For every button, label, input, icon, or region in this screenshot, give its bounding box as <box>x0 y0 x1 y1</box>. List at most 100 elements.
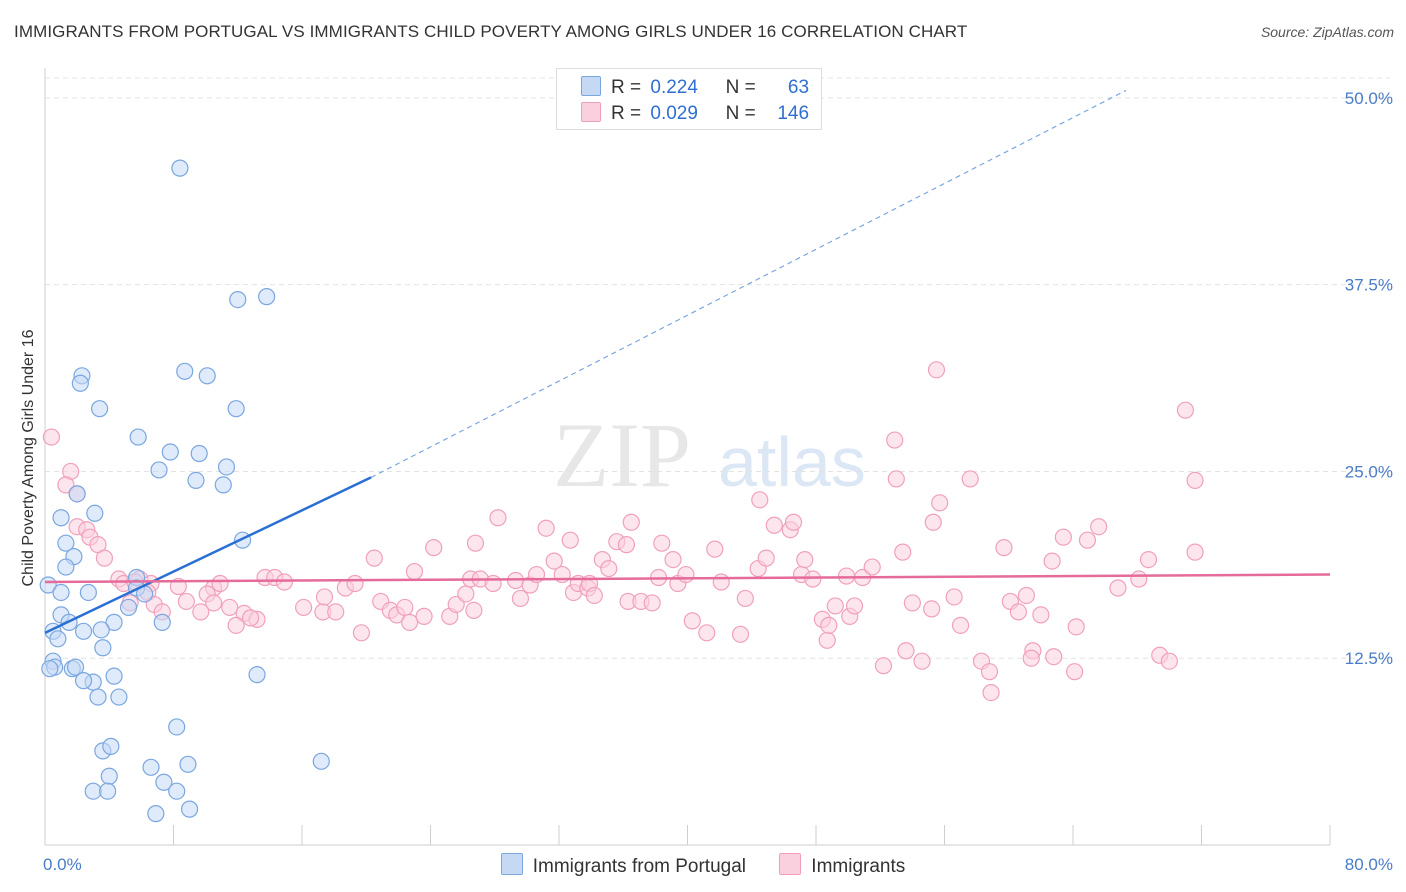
immigrants-point <box>804 570 822 588</box>
immigrants-point <box>365 549 383 567</box>
legend-n-label: N = <box>725 77 756 98</box>
immigrants-point <box>1186 543 1204 561</box>
portugal-point <box>248 666 266 684</box>
immigrants-point <box>653 534 671 552</box>
immigrants-point <box>1043 552 1061 570</box>
immigrants-point <box>923 600 941 618</box>
immigrants-point <box>887 470 905 488</box>
immigrants-point <box>677 565 695 584</box>
immigrants-point <box>1066 663 1084 681</box>
immigrants-point <box>751 491 769 509</box>
portugal-point <box>41 660 59 678</box>
legend-swatch-pink <box>779 853 802 875</box>
series-legend: Immigrants from Portugal Immigrants <box>0 853 1406 878</box>
watermark-atlas: atlas <box>718 423 866 501</box>
legend-swatch-blue <box>500 853 523 875</box>
y-tick-label: 12.5% <box>1345 649 1393 668</box>
immigrants-point <box>95 549 114 567</box>
immigrants-point <box>982 683 1000 702</box>
portugal-point <box>187 471 205 490</box>
immigrants-point <box>511 589 530 608</box>
immigrants-point <box>275 573 293 591</box>
immigrants-point <box>57 476 75 494</box>
legend-item-portugal: Immigrants from Portugal <box>500 853 747 878</box>
immigrants-point <box>211 574 229 593</box>
portugal-point <box>99 782 117 800</box>
portugal-point <box>84 782 102 800</box>
portugal-point <box>100 767 118 785</box>
legend-r-label: R = <box>611 77 642 98</box>
immigrants-point <box>346 574 364 593</box>
portugal-point <box>86 504 104 522</box>
immigrants-point <box>757 549 775 567</box>
immigrants-point <box>1130 570 1148 588</box>
portugal-trend-extension <box>370 89 1127 478</box>
portugal-point <box>57 534 75 552</box>
immigrants-point <box>405 562 424 581</box>
portugal-point <box>180 800 199 818</box>
y-tick-label: 50.0% <box>1345 89 1393 108</box>
immigrants-point <box>617 536 636 554</box>
immigrants-point <box>683 612 701 630</box>
portugal-point <box>94 639 112 657</box>
legend-r-label: R = <box>611 103 642 124</box>
portugal-point <box>168 782 186 800</box>
portugal-point <box>312 752 330 770</box>
portugal-point <box>229 291 247 309</box>
x-tick-label-min: 0.0% <box>43 855 82 874</box>
immigrants-point <box>1032 606 1050 624</box>
immigrants-point <box>1139 551 1158 569</box>
portugal-point <box>217 458 236 476</box>
immigrants-point <box>1009 603 1027 621</box>
immigrants-point <box>924 513 942 531</box>
immigrants-point <box>315 588 334 606</box>
immigrants-point <box>1160 652 1178 670</box>
portugal-point <box>79 583 97 602</box>
portugal-point <box>105 667 123 685</box>
immigrants-point <box>352 624 371 642</box>
immigrants-point <box>415 607 433 625</box>
portugal-point <box>110 688 128 706</box>
legend-label-immigrants: Immigrants <box>811 856 906 877</box>
immigrants-point <box>995 539 1013 557</box>
portugal-trend-line <box>44 476 372 634</box>
portugal-point <box>68 485 86 503</box>
portugal-point <box>227 400 245 418</box>
immigrants-point <box>897 642 915 660</box>
portugal-point <box>52 583 70 602</box>
immigrants-trend-line <box>44 573 1331 584</box>
immigrants-point <box>396 598 414 617</box>
immigrants-point <box>837 567 856 585</box>
immigrants-point <box>585 586 603 605</box>
x-tick-label-max: 80.0% <box>1345 855 1393 874</box>
portugal-point <box>71 374 89 392</box>
immigrants-point <box>465 601 483 620</box>
immigrants-point <box>327 603 345 621</box>
immigrants-point <box>192 603 210 621</box>
immigrants-point <box>537 519 555 537</box>
immigrants-point <box>894 543 912 561</box>
immigrants-point <box>425 539 443 557</box>
immigrants-point <box>736 589 754 608</box>
legend-label-portugal: Immigrants from Portugal <box>532 856 747 877</box>
portugal-point <box>74 622 93 640</box>
immigrants-point <box>177 592 195 611</box>
immigrants-point <box>1017 586 1036 605</box>
portugal-point <box>179 755 197 773</box>
immigrants-point <box>664 551 682 569</box>
immigrants-point <box>951 616 970 634</box>
chart-title: IMMIGRANTS FROM PORTUGAL VS IMMIGRANTS C… <box>14 22 968 41</box>
immigrants-point <box>1054 528 1072 546</box>
tick-labels: 12.5% 25.0% 37.5% 50.0% 0.0% 80.0% <box>43 89 1393 874</box>
portugal-point <box>214 476 232 494</box>
portugal-point <box>190 444 208 463</box>
immigrants-point <box>818 631 836 649</box>
immigrants-point <box>466 534 485 552</box>
portugal-point <box>142 758 160 776</box>
y-tick-label: 37.5% <box>1345 276 1393 295</box>
portugal-point <box>92 621 110 639</box>
watermark-zip: ZIP <box>553 404 691 506</box>
legend-r-value: 0.224 <box>650 77 698 98</box>
immigrants-point <box>227 616 245 634</box>
legend-n-label: N = <box>725 103 756 124</box>
